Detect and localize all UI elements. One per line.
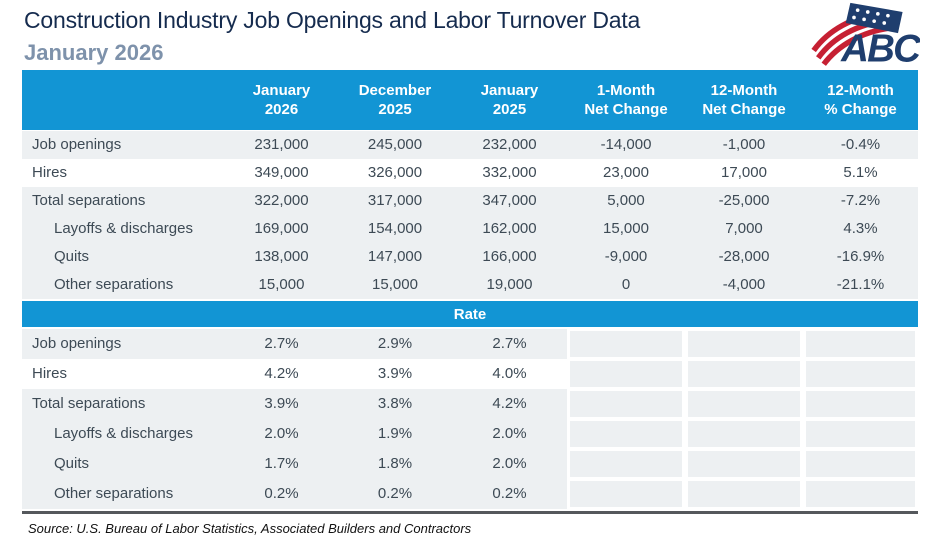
empty-cell	[567, 329, 685, 359]
header-cell-jan-2026: January 2026	[252, 82, 311, 118]
empty-cell	[685, 479, 803, 509]
empty-cell	[567, 419, 685, 449]
empty-cell	[803, 329, 918, 359]
table-row-other-separations: Other separations 15,000 15,000 19,000 0…	[22, 271, 918, 299]
empty-cell	[685, 329, 803, 359]
table-header-row: January 2026 December 2025 January 2025 …	[22, 70, 918, 130]
empty-cell	[685, 359, 803, 389]
empty-cell	[803, 359, 918, 389]
empty-cell	[567, 389, 685, 419]
empty-cell	[803, 419, 918, 449]
empty-cell	[567, 449, 685, 479]
levels-section: Job openings 231,000 245,000 232,000 -14…	[22, 131, 918, 299]
empty-cell	[685, 449, 803, 479]
rate-row-job-openings: Job openings 2.7% 2.9% 2.7%	[22, 329, 918, 359]
rate-row-hires: Hires 4.2% 3.9% 4.0%	[22, 359, 918, 389]
source-note: Source: U.S. Bureau of Labor Statistics,…	[28, 521, 472, 536]
rate-section-band: Rate	[22, 301, 918, 327]
empty-cell	[567, 359, 685, 389]
rate-row-quits: Quits 1.7% 1.8% 2.0%	[22, 449, 918, 479]
page-title: Construction Industry Job Openings and L…	[24, 7, 641, 33]
rate-band-label: Rate	[453, 305, 487, 323]
rates-section: Job openings 2.7% 2.9% 2.7% Hires 4.2% 3…	[22, 329, 918, 509]
masthead: Construction Industry Job Openings and L…	[0, 0, 936, 71]
rate-row-total-separations: Total separations 3.9% 3.8% 4.2%	[22, 389, 918, 419]
empty-cell	[803, 389, 918, 419]
empty-cell	[567, 479, 685, 509]
jolts-table: January 2026 December 2025 January 2025 …	[22, 70, 918, 509]
table-row-hires: Hires 349,000 326,000 332,000 23,000 17,…	[22, 159, 918, 187]
table-row-total-separations: Total separations 322,000 317,000 347,00…	[22, 187, 918, 215]
abc-logo: ABC	[810, 2, 924, 71]
header-cell-jan-2025: January 2025	[480, 82, 539, 118]
header-cell-dec-2025: December 2025	[358, 82, 432, 118]
header-cell-1-month-net-change: 1-Month Net Change	[584, 82, 668, 118]
abc-logo-text: ABC	[840, 28, 920, 66]
rate-row-layoffs-discharges: Layoffs & discharges 2.0% 1.9% 2.0%	[22, 419, 918, 449]
header-cell-12-month-net-change: 12-Month Net Change	[702, 82, 786, 118]
page-subtitle: January 2026	[24, 40, 164, 65]
empty-cell	[803, 449, 918, 479]
empty-cell	[803, 479, 918, 509]
abc-flag-icon: ABC	[811, 2, 924, 71]
bottom-rule	[22, 511, 918, 514]
table-row-job-openings: Job openings 231,000 245,000 232,000 -14…	[22, 131, 918, 159]
header-cell-12-month-pct-change: 12-Month % Change	[824, 82, 897, 118]
empty-cell	[685, 419, 803, 449]
table-row-quits: Quits 138,000 147,000 166,000 -9,000 -28…	[22, 243, 918, 271]
empty-cell	[685, 389, 803, 419]
table-row-layoffs-discharges: Layoffs & discharges 169,000 154,000 162…	[22, 215, 918, 243]
rate-row-other-separations: Other separations 0.2% 0.2% 0.2%	[22, 479, 918, 509]
